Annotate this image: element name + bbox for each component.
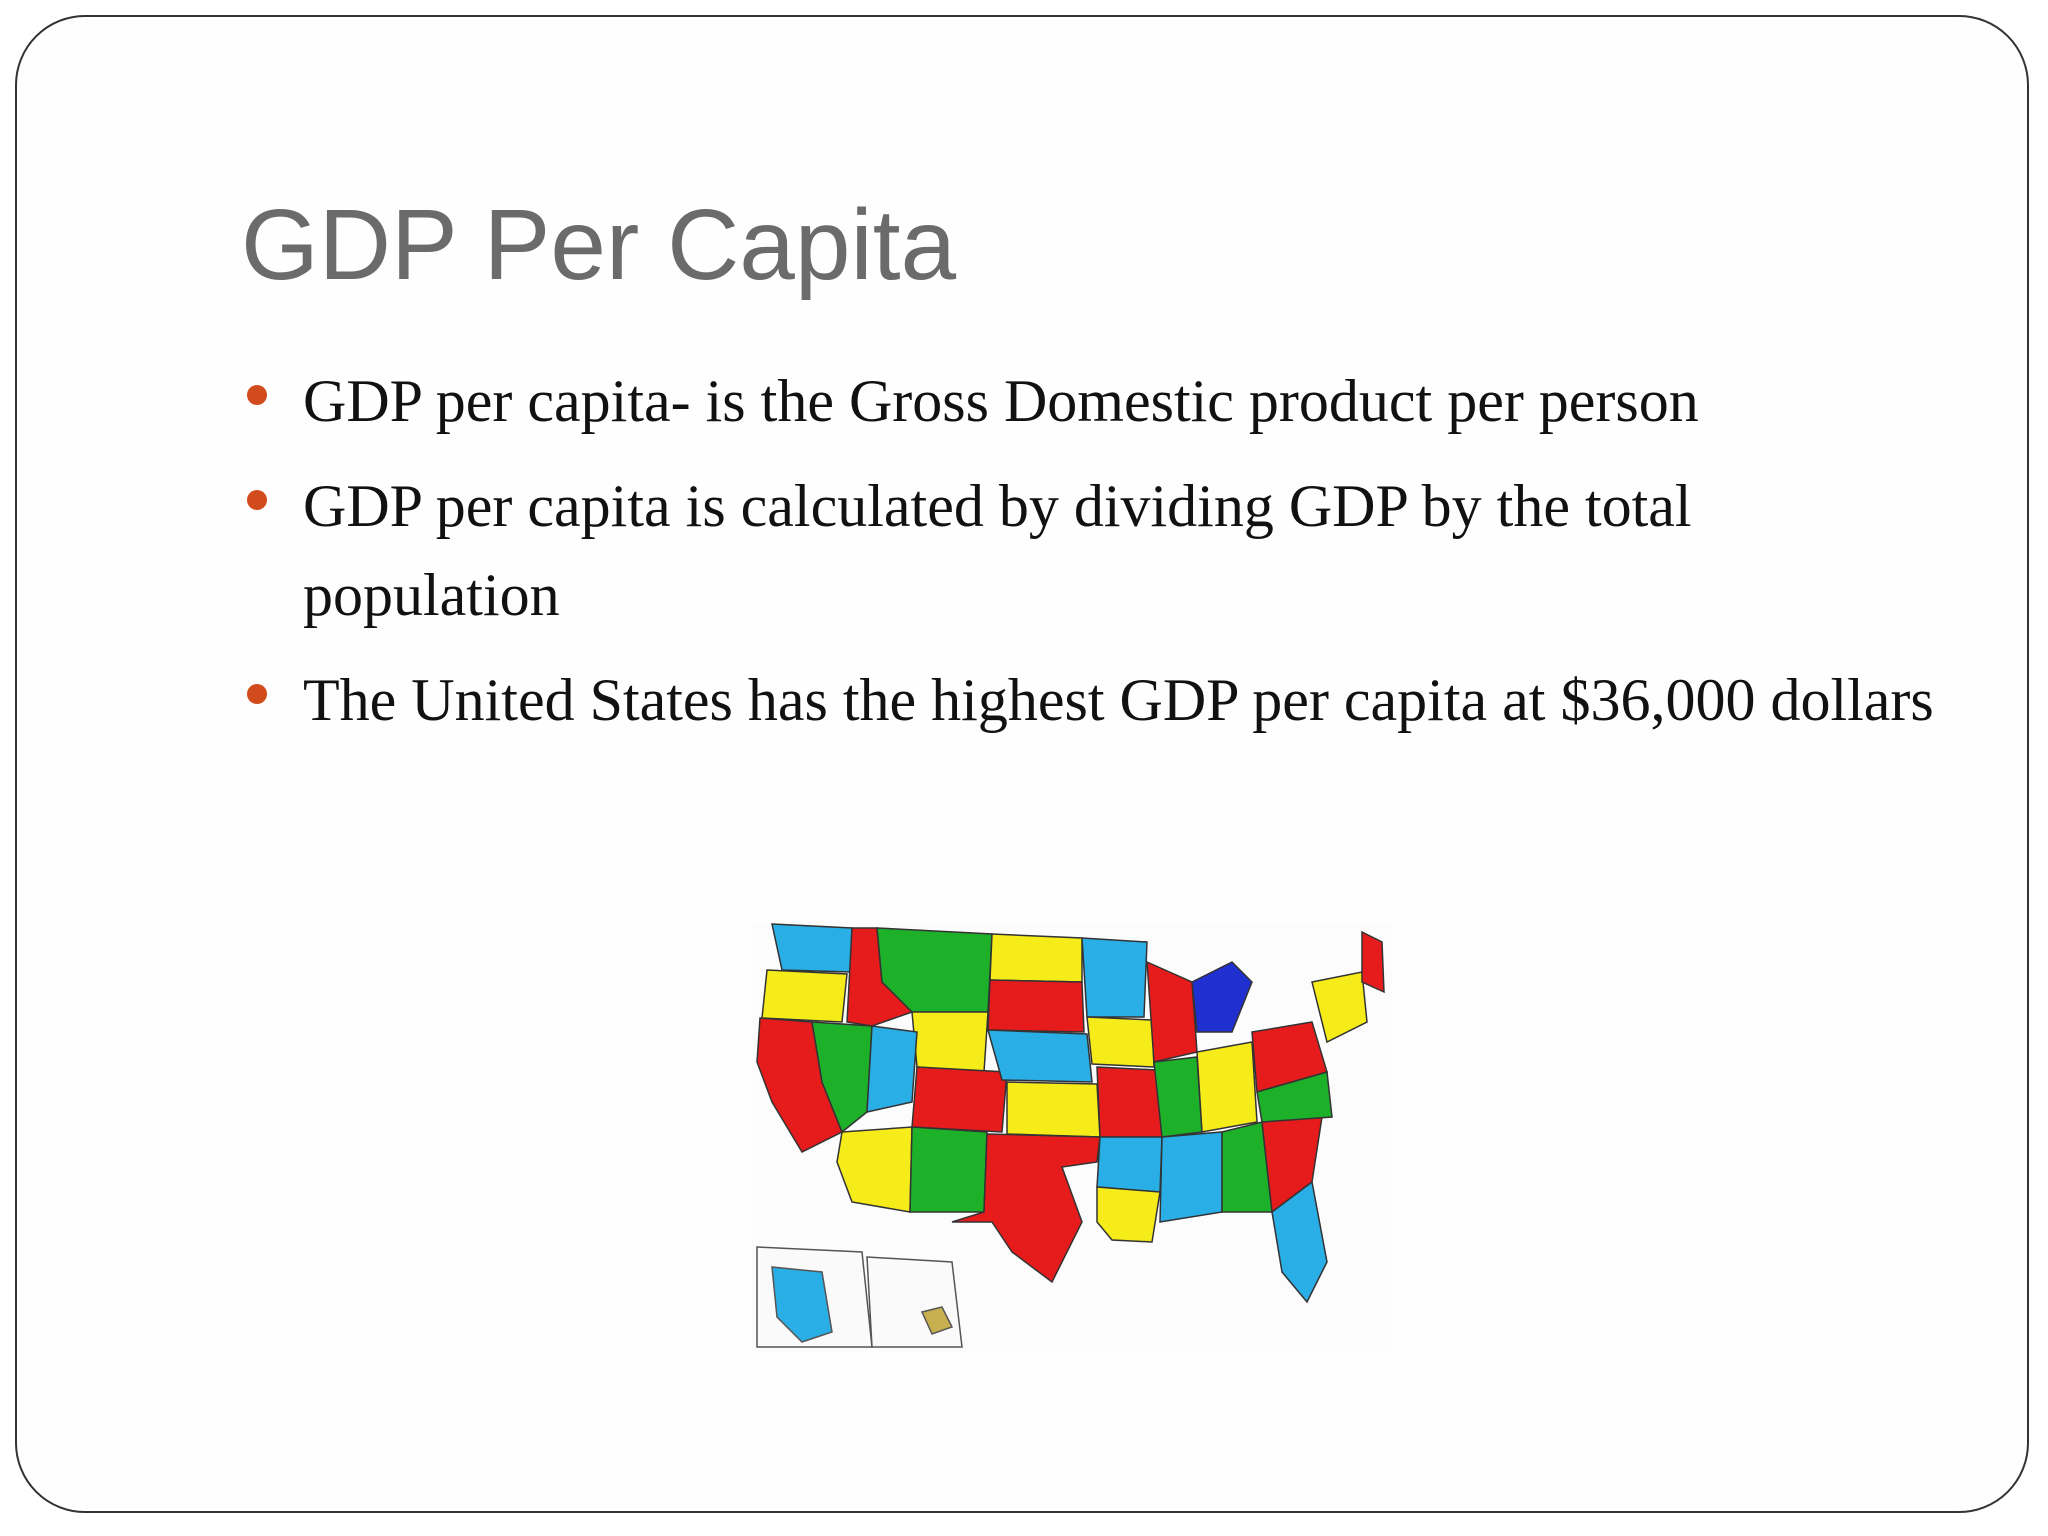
inset <box>756 1246 963 1348</box>
state <box>836 1126 913 1213</box>
state <box>811 1021 873 1134</box>
lake <box>1191 961 1253 1033</box>
state <box>1153 1056 1203 1138</box>
state <box>1196 1041 1258 1133</box>
state <box>1256 1071 1333 1123</box>
state <box>1361 930 1385 994</box>
bullet: GDP per capita- is the Gross Domestic pr… <box>243 357 1943 446</box>
state <box>761 969 848 1023</box>
state <box>866 1025 918 1113</box>
bullet: The United States has the highest GDP pe… <box>243 656 1943 745</box>
map-states <box>756 923 1385 1304</box>
state <box>1096 1066 1163 1138</box>
us-map-image <box>752 922 1392 1352</box>
state <box>911 1066 1008 1133</box>
state <box>951 1133 1101 1284</box>
state <box>1096 1136 1163 1193</box>
state <box>987 979 1085 1033</box>
state <box>909 1126 988 1213</box>
state <box>1086 1016 1155 1068</box>
state <box>1271 1180 1328 1304</box>
state <box>1096 1186 1161 1243</box>
bullet-list: GDP per capita- is the Gross Domestic pr… <box>243 357 1943 761</box>
state <box>1006 1081 1101 1138</box>
slide: GDP Per Capita GDP per capita- is the Gr… <box>15 15 2029 1513</box>
state <box>771 923 853 973</box>
state <box>911 1011 989 1073</box>
state <box>1159 1131 1223 1223</box>
state <box>1081 937 1148 1018</box>
state <box>986 1029 1093 1083</box>
state <box>1311 971 1368 1044</box>
bullet: GDP per capita is calculated by dividing… <box>243 462 1943 640</box>
slide-title: GDP Per Capita <box>241 189 957 301</box>
state <box>989 933 1083 983</box>
